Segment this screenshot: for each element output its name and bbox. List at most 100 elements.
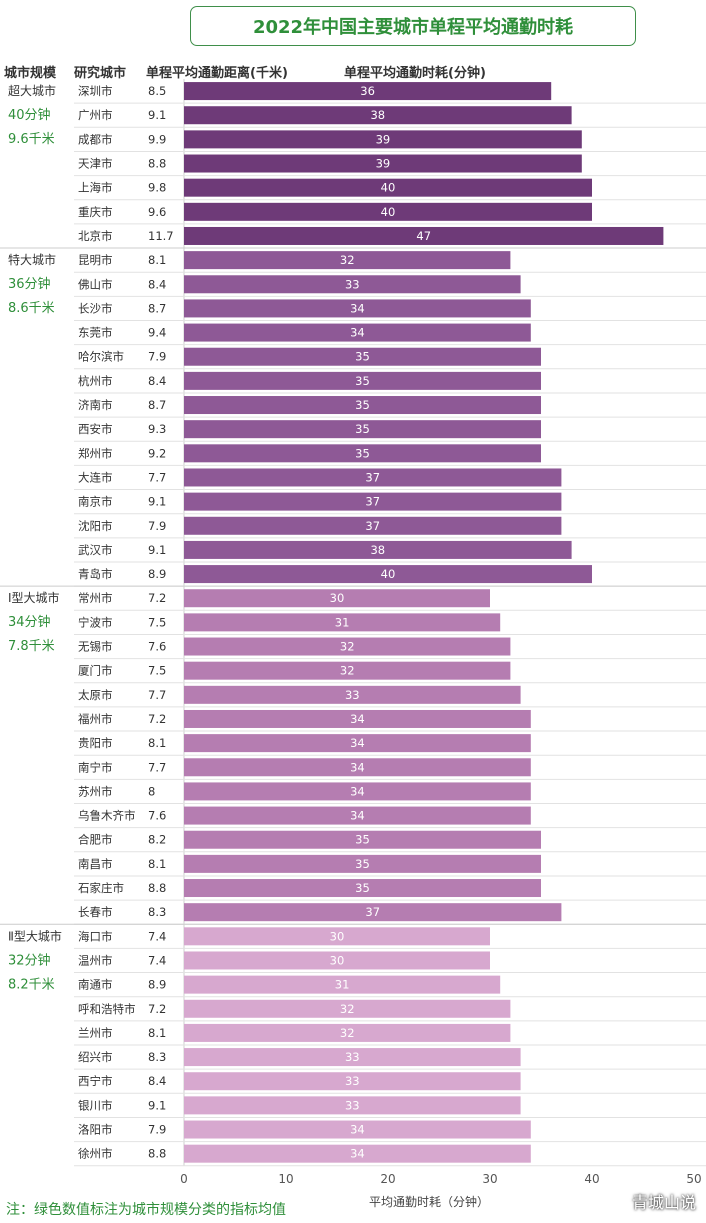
bar-value-label: 31 <box>335 615 350 629</box>
distance-value: 8.9 <box>148 978 166 992</box>
group-mean-distance: 7.8千米 <box>8 639 55 654</box>
distance-value: 7.2 <box>148 1002 166 1016</box>
distance-value: 7.7 <box>148 760 166 774</box>
city-label: 天津市 <box>78 157 113 171</box>
distance-value: 9.1 <box>148 1098 166 1112</box>
city-label: 长春市 <box>78 905 113 919</box>
distance-value: 9.2 <box>148 446 166 460</box>
bar-value-label: 34 <box>350 1147 365 1161</box>
bar-value-label: 33 <box>345 688 360 702</box>
bar-银川市 <box>184 1096 521 1115</box>
bar-长沙市 <box>184 299 531 318</box>
x-tick-label: 10 <box>278 1172 293 1186</box>
distance-value: 11.7 <box>148 229 174 243</box>
city-label: 郑州市 <box>78 446 113 460</box>
bar-value-label: 32 <box>340 664 355 678</box>
city-label: 佛山市 <box>78 277 113 291</box>
distance-value: 7.9 <box>148 1123 166 1137</box>
distance-value: 7.2 <box>148 591 166 605</box>
group-mean-distance: 8.2千米 <box>8 977 55 992</box>
bar-广州市 <box>184 106 572 125</box>
bar-厦门市 <box>184 661 511 680</box>
bar-杭州市 <box>184 371 541 390</box>
distance-value: 7.4 <box>148 929 166 943</box>
bar-合肥市 <box>184 830 541 849</box>
bar-value-label: 34 <box>350 301 365 315</box>
header-city: 研究城市 <box>74 66 127 81</box>
city-label: 南宁市 <box>78 760 113 774</box>
city-label: 太原市 <box>78 688 113 702</box>
bar-福州市 <box>184 709 531 728</box>
bar-value-label: 37 <box>365 519 380 533</box>
bar-value-label: 32 <box>340 1026 355 1040</box>
distance-value: 9.9 <box>148 132 166 146</box>
city-label: 兰州市 <box>78 1026 113 1040</box>
bar-南京市 <box>184 492 562 511</box>
bar-乌鲁木齐市 <box>184 806 531 825</box>
bar-value-label: 33 <box>345 277 360 291</box>
x-tick-label: 50 <box>686 1172 701 1186</box>
bar-绍兴市 <box>184 1048 521 1067</box>
group-label: Ⅰ型大城市 <box>8 590 60 605</box>
bar-济南市 <box>184 396 541 415</box>
distance-value: 8.3 <box>148 905 166 919</box>
bar-value-label: 34 <box>350 1123 365 1137</box>
city-label: 东莞市 <box>78 326 113 340</box>
bar-value-label: 30 <box>330 929 345 943</box>
group-mean-time: 34分钟 <box>8 614 51 630</box>
bar-昆明市 <box>184 251 511 270</box>
bar-value-label: 34 <box>350 326 365 340</box>
city-label: 北京市 <box>78 229 113 243</box>
city-label: 南通市 <box>78 978 113 992</box>
distance-value: 8.2 <box>148 833 166 847</box>
distance-value: 7.7 <box>148 470 166 484</box>
bar-value-label: 38 <box>370 543 385 557</box>
city-label: 贵阳市 <box>78 736 113 750</box>
city-label: 南昌市 <box>78 857 113 871</box>
group-mean-time: 36分钟 <box>8 276 51 292</box>
distance-value: 8.1 <box>148 736 166 750</box>
header-city-scale: 城市规模 <box>4 66 57 81</box>
distance-value: 7.6 <box>148 640 166 654</box>
group-mean-distance: 9.6千米 <box>8 132 55 147</box>
city-label: 大连市 <box>78 470 113 484</box>
x-axis-label: 平均通勤时耗（分钟） <box>369 1194 489 1209</box>
city-label: 呼和浩特市 <box>78 1002 136 1016</box>
bar-天津市 <box>184 154 582 173</box>
distance-value: 9.3 <box>148 422 166 436</box>
bar-value-label: 36 <box>360 84 375 98</box>
header-time: 单程平均通勤时耗(分钟) <box>344 66 486 81</box>
bar-长春市 <box>184 903 562 922</box>
bar-value-label: 35 <box>355 374 370 388</box>
bar-value-label: 34 <box>350 736 365 750</box>
bar-西安市 <box>184 420 541 439</box>
x-tick-label: 40 <box>584 1172 599 1186</box>
distance-value: 8.4 <box>148 277 166 291</box>
city-label: 上海市 <box>78 181 113 195</box>
city-label: 无锡市 <box>78 640 113 654</box>
bar-贵阳市 <box>184 734 531 753</box>
distance-value: 8.4 <box>148 1074 166 1088</box>
bar-太原市 <box>184 685 521 704</box>
bar-徐州市 <box>184 1144 531 1163</box>
city-label: 昆明市 <box>78 253 113 267</box>
city-label: 绍兴市 <box>78 1050 113 1064</box>
bar-value-label: 30 <box>330 953 345 967</box>
city-label: 南京市 <box>78 495 113 509</box>
bar-哈尔滨市 <box>184 347 541 366</box>
city-label: 西宁市 <box>78 1074 113 1088</box>
distance-value: 7.9 <box>148 519 166 533</box>
watermark: 青城山说 <box>631 1193 696 1212</box>
bar-温州市 <box>184 951 490 970</box>
bar-value-label: 30 <box>330 591 345 605</box>
city-label: 海口市 <box>78 929 113 943</box>
distance-value: 9.1 <box>148 495 166 509</box>
bar-value-label: 40 <box>381 567 396 581</box>
bar-无锡市 <box>184 637 511 656</box>
bar-东莞市 <box>184 323 531 342</box>
group-mean-distance: 8.6千米 <box>8 301 55 316</box>
bar-value-label: 32 <box>340 253 355 267</box>
bar-value-label: 34 <box>350 712 365 726</box>
bar-南昌市 <box>184 854 541 873</box>
bar-宁波市 <box>184 613 501 632</box>
